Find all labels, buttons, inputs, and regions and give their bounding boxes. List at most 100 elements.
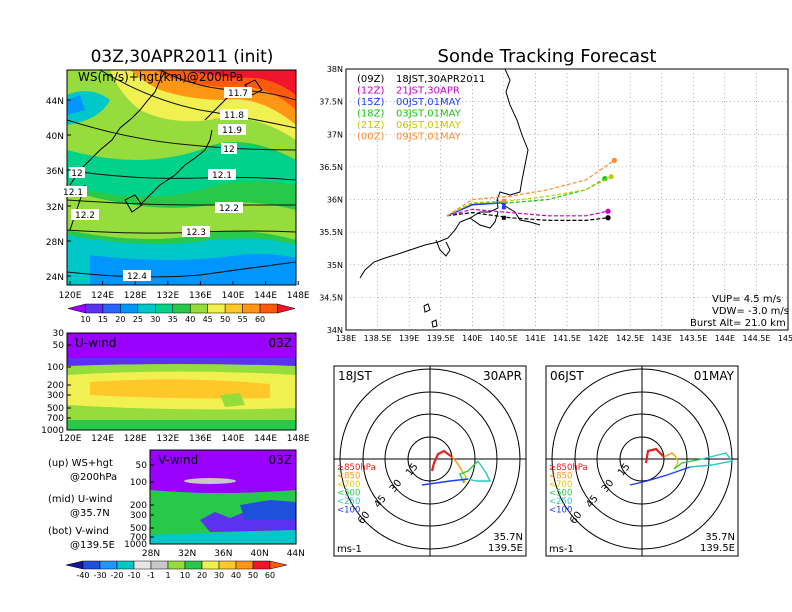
wind-colorbar-label: -20 [110,571,123,580]
track-grid [346,69,788,330]
contour-label: 12 [71,169,82,179]
track-lat-label: 38N [327,65,343,74]
v-lat-tick-label: 32N [178,549,196,559]
contour-label-bg [220,109,248,120]
hodo-level-label: <100 [549,506,572,516]
u-lon-ticks: 120E 124E 128E 132E 136E 140E 144E 148E [59,434,310,444]
wind-colorbar-swatch [116,560,135,570]
track-marker [501,205,506,210]
hodo-rings [546,366,738,556]
ws-colorbar-swatch [67,303,86,314]
hodo-profile [689,452,734,468]
contour-label-bg [208,169,236,180]
track-lon-label: 143.5E [679,334,707,343]
track-lon-label: 141.5E [553,334,581,343]
wind-colorbar-label: 40 [231,571,241,580]
track-legend-jst: 18JST,30APR2011 [396,74,485,85]
hodo-profile [430,449,453,472]
wind-colorbar-swatch [184,560,203,570]
track-panel: Sonde Tracking Forecast 38N 37.5N 37N 36.5N… [319,46,792,343]
ws-colorbar-swatch [85,303,104,314]
track-lat-label: 36.5N [319,163,343,172]
wind-colorbar-swatch [150,560,169,570]
hodo-level-label: <700 [549,480,572,490]
ws-colorbar-label: 25 [133,315,143,324]
hodo-units: ms-1 [549,544,574,555]
hodo-level-label: <500 [337,489,360,499]
contour-label-bg [224,87,252,98]
v-lat-ticks: 28N 32N 36N 40N 44N [142,549,305,559]
ws-colorbar-swatch [207,303,226,314]
ws-colorbar-swatch [120,303,139,314]
track-title: Sonde Tracking Forecast [438,46,657,67]
contour-label: 12.4 [127,272,147,282]
u-p-tick-label: 50 [53,341,65,351]
contour-label: 12.1 [63,188,83,198]
hodo-profile [421,478,469,486]
wind-colorbar-label: -10 [127,571,140,580]
v-p-tick-label: 300 [130,511,147,521]
hodo-profile [673,456,679,470]
contour-label-bg [59,186,87,197]
wind-colorbar-label: -40 [76,571,89,580]
wind-colorbar-label: 50 [248,571,258,580]
ws-colorbar-label: 10 [80,315,90,324]
map-lon-tick-label: 132E [156,291,179,301]
v-wind-heatmap [150,450,296,544]
contour-label-bg [218,124,246,135]
map-lat-tick-label: 44N [46,97,64,107]
hodo-level-label: <250 [549,497,572,507]
hodo-level-label: <500 [549,489,572,499]
legend-up1: (up) WS+hgt [48,458,113,469]
track-lines [446,157,617,221]
wind-colorbar-label: -1 [147,571,155,580]
track-legend-z: (18Z) [357,109,384,120]
track-lat-label: 34.5N [319,293,343,302]
track-lat-ticks: 38N 37.5N 37N 36.5N 36N 35.5N 35N 34.5N 34N [319,65,343,335]
map-lat-tick-label: 24N [46,273,64,283]
hodo-time: 18JST [338,369,372,383]
contour-label: 12.2 [75,211,95,221]
wind-colorbar-swatch [269,560,288,570]
legend-bot2: @139.5E [70,540,115,551]
track-endpoint [611,157,617,163]
track-marker [501,198,506,203]
ws-colorbar-label: 20 [115,315,125,324]
track-lon-label: 138E [336,334,356,343]
ws-colorbar-swatch [224,303,243,314]
hodo-level-label: <700 [337,480,360,490]
u-lon-tick-label: 120E [59,434,82,444]
map-lat-ticks: 44N 40N 36N 32N 28N 24N [46,97,71,283]
track-lon-label: 144E [715,334,735,343]
legend-up2: @200hPa [70,472,117,483]
hodo-lon: 139.5E [488,543,523,554]
hodo-time: 06JST [550,369,584,383]
hodo-lon: 139.5E [700,543,735,554]
track-lon-ticks: 138E 138.5E 139E 139.5E 140E 140.5E 141E 141.5E… [336,334,792,343]
track-lon-label: 138.5E [364,334,392,343]
ws-colorbar-label: 40 [185,315,195,324]
track-lon-label: 144.5E [742,334,770,343]
wind-colorbar-label: 60 [265,571,275,580]
v-wind-time: 03Z [269,453,293,467]
hodo-level-label: ≥850hPa [337,463,376,473]
track-legend-jst: 21JST,30APR [396,86,460,97]
u-wind-heatmap [67,333,296,430]
ws-colorbar-swatch [102,303,121,314]
contour-labels: 11.7 11.8 11.9 12 12.1 12 12.1 12.2 12.2 12.3 12.4 [59,87,252,282]
hodo-profile [451,456,463,472]
v-p-tick-label: 50 [136,461,148,471]
wind-colorbar-swatch [218,560,237,570]
v-lat-tick-label: 44N [287,549,305,559]
contour-label: 11.8 [224,111,244,121]
u-lon-tick-label: 140E [222,434,245,444]
map-lon-tick-label: 140E [222,291,245,301]
map-lat-tick-label: 32N [46,203,64,213]
contour-label: 12 [223,145,234,155]
hodo-units: ms-1 [337,544,362,555]
contour-label: 12.2 [219,204,239,214]
hodo-lat: 35.7N [705,532,735,543]
